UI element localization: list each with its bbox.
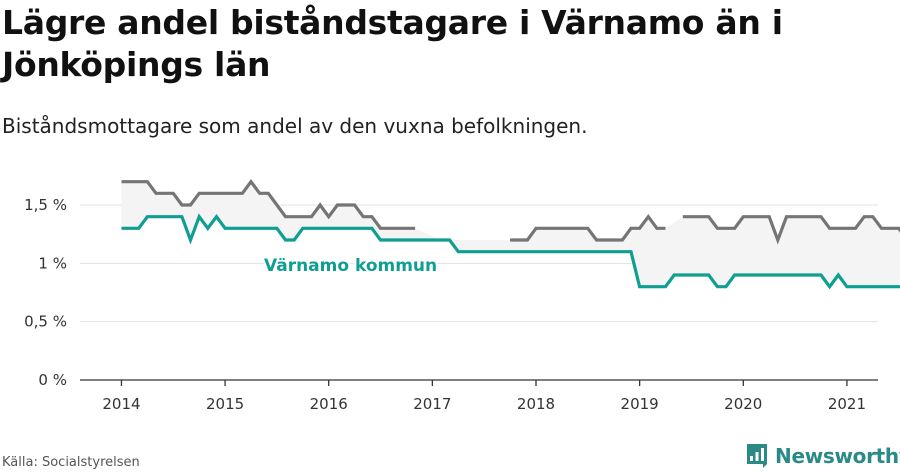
y-tick-label: 1 %: [38, 254, 67, 272]
y-tick-label: 1,5 %: [24, 196, 67, 214]
x-tick-label: 2017: [413, 395, 451, 413]
y-tick-label: 0,5 %: [24, 313, 67, 331]
series-label-municipality: Värnamo kommun: [264, 256, 437, 276]
brand-name: Newsworthy: [775, 444, 900, 468]
newsworthy-logo-icon: [747, 444, 767, 468]
x-tick-label: 2020: [724, 395, 762, 413]
line-chart: 0 %0,5 %1 %1,5 % 2014 2015 2016 2017 2018 201…: [24, 179, 900, 413]
series-line-segment: [682, 215, 900, 245]
source-note: Källa: Socialstyrelsen: [2, 455, 140, 470]
x-tick-label: 2018: [517, 395, 555, 413]
series-county: [121, 179, 900, 245]
y-tick-label: 0 %: [38, 371, 67, 389]
series-line-segment: [121, 213, 900, 290]
x-tick-label: 2019: [621, 395, 659, 413]
y-axis: 0 % 0,5 % 1 % 1,5 %: [24, 196, 67, 389]
series-layer: [121, 179, 900, 290]
x-tick-label: 2021: [828, 395, 866, 413]
gap-band: [121, 181, 900, 287]
chart-title: Lägre andel biståndstagare i Värnamo än …: [2, 3, 783, 84]
brand-logo: Newsworthy: [745, 441, 900, 471]
series-line-segment: [510, 214, 666, 242]
x-axis: 2014 2015 2016 2017 2018 2019 2020 2021: [80, 379, 878, 413]
series-line-segment: [121, 179, 416, 230]
label-layer: 1,2 %0,8 %Värnamo kommun: [262, 254, 439, 278]
x-tick-label: 2014: [102, 395, 140, 413]
chart-subtitle: Biståndsmottagare som andel av den vuxna…: [2, 114, 588, 138]
series-municipality: [121, 213, 900, 290]
x-tick-label: 2016: [310, 395, 348, 413]
x-tick-label: 2015: [206, 395, 244, 413]
